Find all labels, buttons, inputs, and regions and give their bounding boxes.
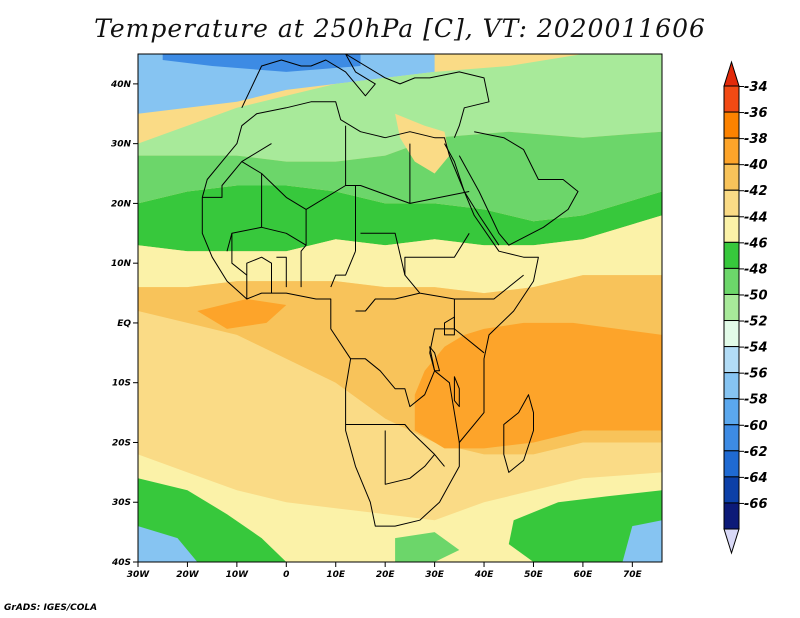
colorbar-label: -62	[744, 445, 768, 460]
colorbar-label: -60	[744, 419, 768, 434]
africa-coastline	[201, 101, 539, 527]
lon-tick-label: 20W	[176, 570, 200, 580]
temperature-region-north-green	[138, 54, 662, 162]
colorbar-label: -64	[744, 471, 768, 486]
colorbar-label: -44	[744, 210, 768, 225]
colorbar-swatch	[723, 137, 740, 165]
country-border	[355, 292, 420, 312]
colorbar-swatch	[723, 241, 740, 269]
map-title: Temperature at 250hPa [C], VT: 202001160…	[94, 14, 706, 43]
arabia-coastline	[458, 131, 579, 246]
colorbar: -34 -36 -38 -40 -42 -44 -46 -48 -50 -52 -54 -56 -58 -…	[723, 60, 768, 555]
lake-outline	[444, 316, 455, 336]
country-border	[261, 209, 307, 246]
country-border	[231, 233, 248, 276]
country-border	[202, 143, 272, 198]
lat-tick-label: 20S	[112, 438, 131, 448]
colorbar-label: -66	[744, 497, 768, 512]
country-border	[454, 274, 524, 300]
country-border	[300, 244, 307, 288]
temperature-region-sahel-lightgreen	[138, 131, 662, 222]
colorbar-label: -58	[744, 393, 768, 408]
temperature-region-sahara-green	[138, 185, 662, 252]
colorbar-swatch	[723, 163, 740, 191]
lat-tick-label: 20N	[111, 199, 132, 209]
lat-tick-label: 40N	[110, 80, 132, 90]
country-border	[246, 256, 272, 299]
country-border	[454, 328, 485, 354]
lon-tick-label: 30W	[127, 570, 151, 580]
lon-tick-label: 70E	[623, 570, 643, 580]
country-border	[404, 233, 470, 276]
lat-tick-label: 10S	[112, 379, 131, 389]
colorbar-top-arrow	[723, 60, 740, 87]
colorbar-swatch	[723, 320, 740, 348]
temperature-region-north-cold-blue	[138, 54, 435, 114]
lon-tick-label: 40E	[474, 570, 495, 580]
temperature-field	[138, 54, 662, 562]
temperature-region-southeast-blue	[622, 520, 662, 562]
colorbar-swatch	[723, 476, 740, 504]
temperature-region-east-africa-orange	[414, 322, 662, 449]
colorbar-label: -56	[744, 367, 768, 382]
colorbar-bottom-arrow	[723, 528, 740, 555]
temperature-region-south-tip-green	[395, 532, 460, 562]
temperature-region-southeast-green	[508, 490, 662, 562]
colorbar-label: -42	[744, 184, 768, 199]
lat-tick-label: EQ	[117, 319, 131, 329]
country-border	[384, 430, 435, 485]
colorbar-swatch	[723, 424, 740, 452]
lon-tick-label: 0	[283, 570, 289, 580]
colorbar-swatch	[723, 502, 740, 530]
lat-tick-label: 40S	[111, 558, 131, 568]
red-sea-coastline	[444, 143, 500, 246]
lake-outline	[429, 346, 440, 372]
colorbar-label: -52	[744, 315, 768, 330]
colorbar-swatch	[723, 215, 740, 243]
colorbar-label: -36	[744, 106, 768, 121]
colorbar-swatch	[723, 450, 740, 478]
lon-tick-label: 30E	[425, 570, 445, 580]
country-border	[330, 251, 356, 288]
country-border	[409, 191, 470, 204]
map-boundaries	[201, 54, 579, 527]
axis-ticks: 30W 20W 10W 0 10E 20E 30E 40E 50E 60E 70E 40N 30N 20N…	[110, 80, 643, 580]
colorbar-swatch	[723, 85, 740, 113]
lon-tick-label: 50E	[524, 570, 544, 580]
lat-tick-label: 10N	[111, 259, 132, 269]
mediterranean-coastline	[241, 54, 490, 138]
madagascar-coastline	[503, 394, 534, 473]
colorbar-swatch	[723, 346, 740, 374]
colorbar-label: -46	[744, 236, 768, 251]
lon-tick-label: 10E	[326, 570, 346, 580]
lake-outline	[453, 376, 460, 408]
colorbar-swatch	[723, 267, 740, 295]
lon-tick-label: 10W	[226, 570, 250, 580]
country-border	[345, 424, 445, 467]
colorbar-swatch	[723, 189, 740, 217]
colorbar-label: -50	[744, 288, 768, 303]
colorbar-swatch	[723, 372, 740, 400]
colorbar-label: -38	[744, 132, 768, 147]
colorbar-label: -40	[744, 158, 768, 173]
temperature-region-north-darkblue	[162, 54, 361, 72]
lat-tick-label: 30S	[112, 498, 131, 508]
grads-credit: GrADS: IGES/COLA	[4, 603, 98, 613]
lat-tick-label: 30N	[111, 140, 132, 150]
plot-frame	[137, 53, 663, 563]
temperature-region-southwest-blue	[138, 526, 198, 562]
temperature-region-egypt-warm	[395, 113, 450, 174]
colorbar-swatch	[723, 111, 740, 139]
colorbar-swatch	[723, 398, 740, 426]
colorbar-label: -48	[744, 262, 768, 277]
colorbar-swatch	[723, 293, 740, 322]
country-border	[350, 358, 436, 408]
lon-tick-label: 60E	[574, 570, 594, 580]
colorbar-label: -34	[744, 80, 768, 95]
temperature-region-gulf-orange	[197, 299, 287, 329]
country-border	[276, 256, 287, 288]
colorbar-label: -54	[744, 341, 768, 356]
lon-tick-label: 20E	[376, 570, 396, 580]
